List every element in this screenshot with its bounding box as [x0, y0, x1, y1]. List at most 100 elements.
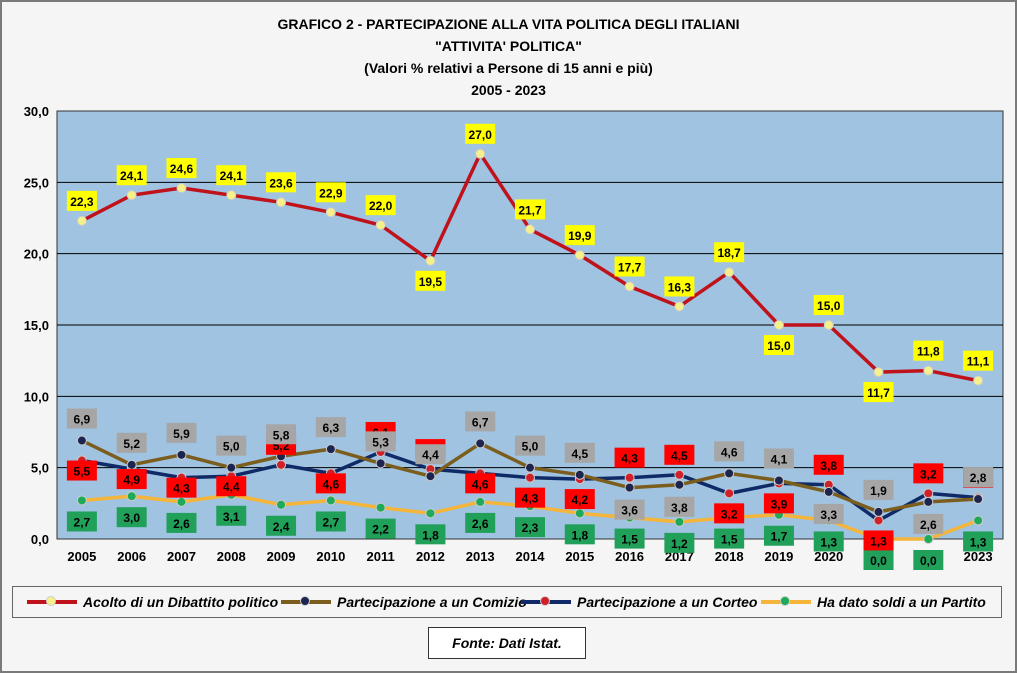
data-label-1: 3,6	[621, 504, 638, 518]
data-point-0	[226, 190, 237, 201]
legend-swatch-corteo	[521, 596, 571, 606]
data-label-box-2	[465, 473, 496, 494]
data-point-2	[674, 469, 685, 480]
data-point-1	[76, 435, 87, 446]
data-label-box-1	[813, 503, 844, 524]
data-label-2: 5,5	[74, 465, 91, 479]
y-tick-label: 15,0	[24, 318, 49, 333]
x-tick-label: 2011	[367, 549, 395, 564]
data-label-3: 1,5	[621, 533, 638, 547]
data-label-box-3	[66, 511, 97, 532]
data-label-2: 4,6	[322, 477, 339, 491]
legend-item-soldi-partito: Ha dato soldi a un Partito	[761, 587, 986, 617]
data-point-3	[276, 499, 287, 510]
data-label-3: 2,6	[173, 517, 190, 531]
data-label-box-3	[515, 517, 545, 538]
y-tick-label: 10,0	[24, 389, 49, 404]
data-point-1	[574, 469, 585, 480]
data-label-1: 5,2	[123, 437, 140, 451]
legend-label-soldi-partito: Ha dato soldi a un Partito	[817, 594, 986, 610]
data-label-0: 22,3	[70, 195, 94, 209]
data-label-3: 2,7	[74, 515, 91, 529]
data-label-3: 1,8	[571, 528, 588, 542]
legend-label-comizio: Partecipazione a un Comizio	[337, 594, 527, 610]
legend-label-dibattito: Acolto di un Dibattito politico	[83, 594, 279, 610]
data-label-0: 19,5	[419, 275, 443, 289]
x-tick-label: 2008	[217, 549, 246, 564]
data-label-2: 4,2	[571, 493, 588, 507]
data-label-box-0	[813, 295, 844, 315]
data-label-1: 1,9	[870, 484, 887, 498]
y-tick-label: 25,0	[24, 175, 49, 190]
data-point-1	[525, 462, 535, 473]
data-point-3	[574, 508, 585, 519]
data-label-box-2	[116, 469, 147, 490]
data-label-box-0	[963, 350, 994, 371]
data-label-1: 3,3	[820, 508, 837, 522]
data-label-box-0	[216, 165, 247, 186]
data-point-0	[873, 367, 884, 378]
data-point-2	[873, 515, 884, 526]
data-label-box-0	[564, 225, 595, 246]
data-point-1	[674, 479, 685, 490]
data-point-3	[76, 495, 87, 506]
data-label-box-1	[315, 417, 346, 438]
data-point-0	[176, 183, 187, 194]
data-label-0: 19,9	[568, 229, 592, 243]
data-point-3	[176, 496, 187, 507]
legend-item-dibattito: Acolto di un Dibattito politico	[27, 587, 278, 617]
data-point-3	[425, 508, 436, 519]
data-label-box-1	[66, 408, 97, 429]
x-tick-label: 2020	[814, 549, 843, 564]
data-label-3: 3,1	[223, 510, 240, 524]
x-tick-label: 2013	[466, 549, 495, 564]
data-label-box-2	[216, 476, 247, 497]
data-point-0	[325, 207, 336, 218]
chart-year-range: 2005 - 2023	[471, 82, 546, 98]
data-label-box-1	[664, 496, 695, 517]
data-label-3: 2,2	[372, 523, 389, 537]
data-label-box-3	[664, 532, 695, 553]
data-point-1	[126, 459, 137, 470]
data-point-0	[76, 215, 87, 226]
data-point-3	[375, 502, 386, 513]
x-tick-label: 2018	[715, 549, 744, 564]
data-point-2	[724, 488, 735, 499]
data-label-2: 4,3	[173, 482, 190, 496]
data-label-1: 6,9	[74, 413, 91, 427]
data-label-2: 4,9	[123, 473, 140, 487]
data-point-0	[923, 365, 934, 376]
data-label-0: 21,7	[518, 203, 542, 217]
legend-swatch-comizio	[281, 596, 331, 606]
data-point-1	[475, 438, 486, 449]
data-point-2	[923, 488, 934, 499]
data-point-3	[923, 534, 934, 544]
data-label-box-2	[614, 447, 645, 468]
data-point-0	[724, 267, 735, 278]
data-label-box-0	[116, 165, 147, 186]
data-label-3: 1,2	[671, 537, 688, 551]
data-point-1	[226, 462, 237, 473]
data-label-3: 0,0	[920, 554, 937, 568]
data-label-2: 3,8	[820, 459, 837, 473]
data-label-box-0	[365, 195, 396, 216]
data-label-box-2	[515, 487, 545, 508]
data-label-box-0	[714, 242, 745, 263]
data-point-0	[126, 190, 137, 201]
data-label-box-0	[763, 335, 794, 355]
data-label-box-2	[913, 463, 944, 484]
y-tick-label: 30,0	[24, 104, 49, 119]
data-point-1	[176, 449, 187, 460]
data-label-3: 3,0	[123, 511, 140, 525]
data-label-box-2	[315, 473, 346, 494]
data-label-box-2	[564, 489, 595, 510]
x-tick-label: 2015	[565, 549, 594, 564]
data-label-box-2	[166, 477, 197, 498]
chart-subtitle: (Valori % relativi a Persone di 15 anni …	[364, 60, 653, 76]
legend-item-comizio: Partecipazione a un Comizio	[281, 587, 527, 617]
data-label-box-1	[963, 467, 994, 488]
data-point-1	[425, 471, 436, 482]
data-point-2	[624, 472, 635, 483]
data-label-1: 6,7	[472, 415, 489, 429]
